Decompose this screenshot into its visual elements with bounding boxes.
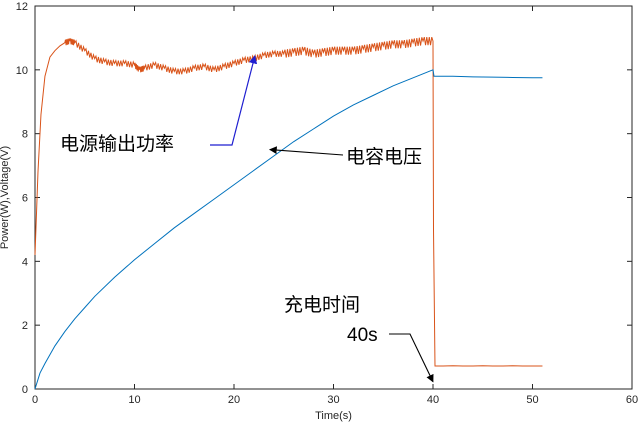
series-line-2 [34,69,543,390]
plot-frame [34,5,633,390]
annotation-voltage-arrow [269,146,344,156]
y-tick-label: 0 [22,384,28,396]
annotation-power-label: 电源输出功率 [60,133,174,155]
y-tick-label: 4 [22,256,28,268]
plot-area: 0 10 20 30 40 50 60 0 2 4 6 8 10 12 [16,1,638,406]
x-tick-label: 0 [32,394,38,406]
y-tick-label: 10 [16,65,28,77]
x-tick-label: 10 [128,394,140,406]
y-tick-label: 12 [16,1,28,13]
x-tick-label: 20 [228,394,240,406]
annotation-40s-label: 40s [347,325,378,346]
annotation-charge-time-label: 充电时间 [284,294,360,316]
y-tick-label: 2 [22,320,28,332]
x-axis-title: Time(s) [315,410,352,422]
x-tick-label: 60 [626,394,638,406]
series-layer [34,36,543,390]
x-tick-label: 40 [427,394,439,406]
x-tick-label: 30 [327,394,339,406]
annotation-voltage-label: 电容电压 [346,146,422,168]
y-axis-title: Power(W),Voltage(V) [0,146,11,249]
y-tick-label: 6 [22,193,28,205]
y-tick-label: 8 [22,129,28,141]
x-tick-label: 50 [526,394,538,406]
annotation-40s-arrow [389,333,434,383]
series-line-1 [34,36,543,367]
annotation-power-arrow [210,55,258,146]
